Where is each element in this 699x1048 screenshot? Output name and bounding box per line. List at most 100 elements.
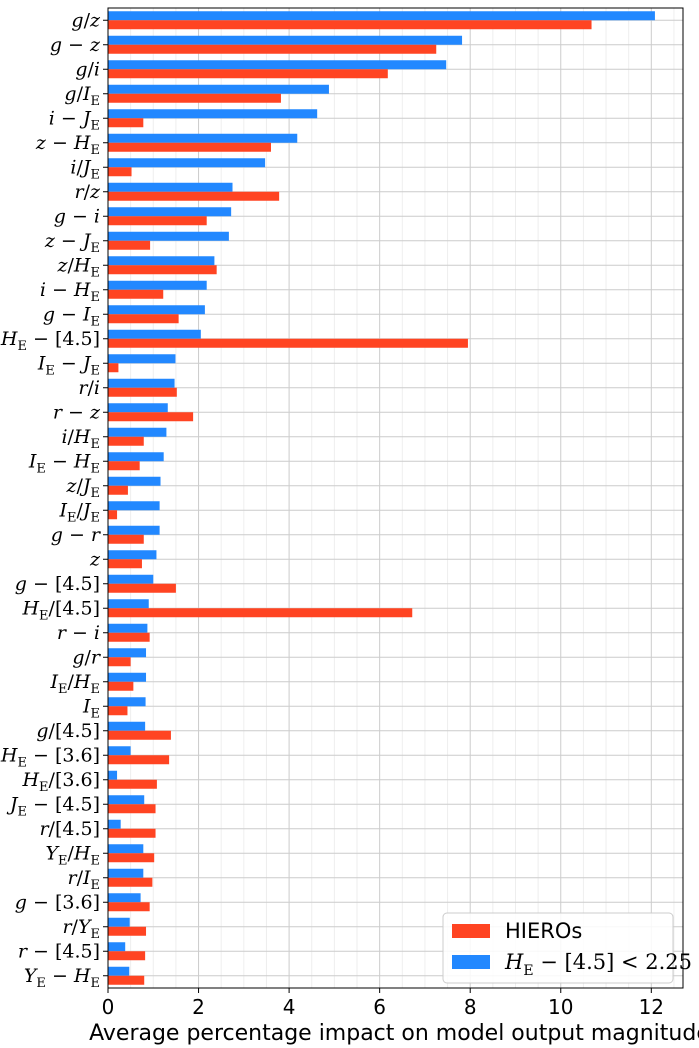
bar-hieros (108, 534, 144, 544)
bar-color-cut (108, 550, 157, 560)
y-tick-label: g − z (50, 34, 101, 56)
bar-color-cut (108, 256, 215, 266)
y-tick-label: HE − [4.5] (0, 328, 100, 354)
x-tick-label: 4 (283, 995, 296, 1019)
y-tick-label: g/z (71, 9, 101, 31)
bar-hieros (108, 118, 144, 128)
bar-hieros (108, 975, 145, 985)
plot-frame (107, 7, 684, 989)
bar-color-cut (108, 11, 655, 21)
bar-hieros (108, 436, 144, 446)
bar-hieros (108, 338, 468, 348)
legend-label-part: H (504, 950, 524, 974)
y-tick-label: YE − HE (24, 965, 100, 991)
x-tick-label: 10 (548, 995, 573, 1019)
bar-color-cut (108, 942, 126, 952)
bar-color-cut (108, 329, 201, 339)
bar-color-cut (108, 819, 121, 829)
legend-label-color-cut: HE − [4.5] < 2.25 (504, 950, 692, 979)
bar-hieros (108, 608, 413, 618)
y-tick-label: IE − HE (28, 450, 100, 476)
bar-color-cut (108, 623, 148, 633)
bar-hieros (108, 902, 150, 912)
bar-color-cut (108, 84, 329, 94)
bar-hieros (108, 44, 437, 54)
bar-hieros (108, 632, 150, 642)
bar-color-cut (108, 305, 205, 315)
bar-color-cut (108, 403, 168, 413)
bar-color-cut (108, 378, 175, 388)
bar-color-cut (108, 182, 233, 192)
bar-hieros (108, 289, 164, 299)
bar-color-cut (108, 109, 318, 119)
y-tick-label: IE − JE (37, 352, 100, 378)
y-tick-label: g − r (51, 524, 102, 546)
legend-box (442, 912, 674, 984)
bar-color-cut (108, 158, 266, 168)
y-tick-label: HE/[4.5] (21, 597, 100, 623)
bar-color-cut (108, 280, 207, 290)
bar-hieros (108, 265, 217, 275)
bar-hieros (108, 485, 128, 495)
y-tick-label: r − [4.5] (18, 940, 100, 962)
bar-color-cut (108, 893, 141, 903)
bars (108, 11, 655, 985)
x-tick-label: 12 (639, 995, 664, 1019)
bar-color-cut (108, 648, 147, 658)
bar-hieros (108, 191, 280, 201)
bar-color-cut (108, 60, 447, 70)
bar-hieros (108, 167, 132, 177)
y-tick-label: r/[4.5] (39, 818, 100, 840)
bar-hieros (108, 779, 157, 789)
x-tick-label: 2 (192, 995, 205, 1019)
y-tick-label: g − [3.6] (15, 891, 100, 913)
y-tick-label: g/r (72, 646, 102, 668)
y-tick-label: r/z (74, 181, 101, 203)
y-tick-label: g − [4.5] (15, 573, 100, 595)
x-axis-label: Average percentage impact on model outpu… (89, 1021, 699, 1046)
bar-hieros (108, 412, 194, 422)
bar-hieros (108, 877, 153, 887)
bar-color-cut (108, 721, 146, 731)
y-tick-label: z/HE (57, 254, 101, 280)
bar-color-cut (108, 476, 161, 486)
bar-hieros (108, 828, 156, 838)
grid-lines (107, 8, 683, 988)
bar-hieros (108, 20, 592, 30)
bar-color-cut (108, 452, 164, 462)
y-tick-label: z/JE (65, 475, 100, 501)
bar-hieros (108, 706, 128, 716)
legend: HIEROs HE − [4.5] < 2.25 (442, 912, 692, 984)
y-tick-label: YE/HE (45, 842, 100, 868)
bar-hieros (108, 583, 176, 593)
bar-color-cut (108, 501, 160, 511)
y-tick-label: i/HE (61, 426, 100, 452)
y-tick-label: r − i (57, 622, 100, 644)
bar-color-cut (108, 844, 144, 854)
bar-color-cut (108, 354, 176, 364)
bar-color-cut (108, 746, 131, 756)
y-tick-label: r/i (78, 377, 100, 399)
legend-label-hieros: HIEROs (505, 919, 582, 943)
axes (103, 7, 684, 993)
bar-color-cut (108, 770, 118, 780)
bar-hieros (108, 314, 179, 324)
y-tick-label: g − i (54, 205, 100, 227)
bar-hieros (108, 240, 151, 250)
x-tick-labels: 0 2 4 6 8 10 12 (102, 995, 664, 1019)
legend-swatch-hieros (452, 924, 490, 938)
y-tick-label: HE/[3.6] (21, 769, 100, 795)
bar-hieros (108, 461, 140, 471)
y-tick-label: JE − [4.5] (6, 793, 100, 819)
legend-label-part: − [4.5] < 2.25 (534, 950, 692, 974)
y-tick-label: IE/HE (50, 671, 101, 697)
y-tick-label: z − JE (44, 230, 100, 256)
bar-color-cut (108, 868, 144, 878)
bar-color-cut (108, 966, 130, 976)
x-tick-label: 6 (373, 995, 386, 1019)
y-tick-label: z (89, 548, 101, 570)
y-tick-label: r − z (53, 401, 101, 423)
y-tick-label: g − IE (43, 303, 100, 329)
